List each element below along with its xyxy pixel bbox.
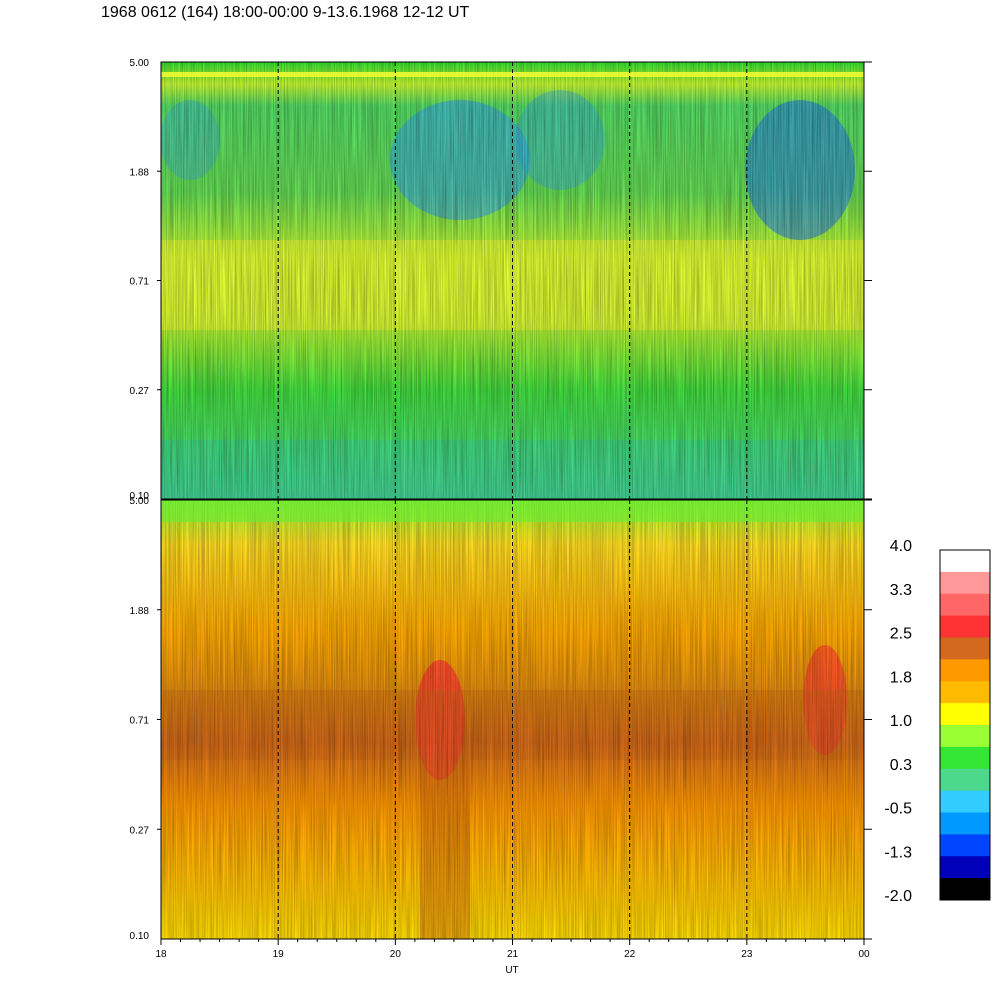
colorbar-label: -0.5 bbox=[884, 801, 912, 818]
colorbar-swatch bbox=[940, 615, 990, 638]
upper-y-tick-label: 0.71 bbox=[130, 277, 150, 288]
x-tick-label: 21 bbox=[507, 949, 519, 960]
x-axis-label: UT bbox=[505, 965, 518, 976]
colorbar-label: 4.0 bbox=[890, 538, 912, 555]
colorbar-label: 2.5 bbox=[890, 626, 912, 643]
colorbar-label: 1.8 bbox=[890, 669, 912, 686]
colorbar-label: 3.3 bbox=[890, 582, 912, 599]
colorbar-swatch bbox=[940, 812, 990, 835]
x-tick-label: 00 bbox=[858, 949, 870, 960]
x-tick-label: 19 bbox=[273, 949, 285, 960]
upper-y-tick-label: 0.10 bbox=[130, 491, 150, 502]
lower-y-tick-label: 5.00 bbox=[130, 496, 150, 507]
colorbar-swatch bbox=[940, 790, 990, 813]
lower-y-axis: 5.00 1.88 0.71 0.27 0.10 bbox=[130, 496, 872, 942]
x-tick-label: 20 bbox=[390, 949, 402, 960]
colorbar-swatch bbox=[940, 768, 990, 792]
colorbar-label: -2.0 bbox=[884, 888, 912, 905]
upper-hour-dividers bbox=[277, 62, 748, 499]
upper-y-tick-label: 1.88 bbox=[130, 167, 150, 178]
lower-y-tick-label: 0.10 bbox=[130, 931, 150, 942]
colorbar-frame bbox=[939, 549, 991, 901]
x-tick-label: 22 bbox=[624, 949, 636, 960]
upper-y-tick-label: 5.00 bbox=[130, 58, 150, 69]
colorbar-label: 1.0 bbox=[890, 713, 912, 730]
upper-y-axis: 5.00 1.88 0.71 0.27 0.10 bbox=[130, 58, 872, 502]
x-axis: 18 19 20 21 22 23 00 bbox=[155, 939, 870, 960]
x-tick-label: 23 bbox=[741, 949, 753, 960]
lower-panel bbox=[160, 499, 865, 940]
chart-title: 1968 0612 (164) 18:00-00:00 9-13.6.1968 … bbox=[101, 4, 470, 21]
x-tick-label: 18 bbox=[155, 949, 167, 960]
colorbar-swatch bbox=[940, 746, 990, 770]
colorbar-swatch bbox=[940, 550, 990, 573]
colorbar-swatch bbox=[940, 856, 990, 879]
colorbar-label: -1.3 bbox=[884, 844, 912, 861]
colorbar-label: 0.3 bbox=[890, 757, 912, 774]
lower-y-tick-label: 0.27 bbox=[130, 825, 150, 836]
colorbar-swatch bbox=[940, 637, 990, 660]
colorbar-swatch bbox=[940, 703, 990, 726]
colorbar-swatch bbox=[940, 571, 990, 595]
colorbar-swatch bbox=[940, 681, 990, 704]
lower-y-tick-label: 1.88 bbox=[130, 606, 150, 617]
colorbar-swatch bbox=[940, 878, 990, 901]
lower-y-tick-label: 0.71 bbox=[130, 716, 150, 727]
lower-hour-dividers bbox=[277, 500, 748, 939]
upper-y-tick-label: 0.27 bbox=[130, 386, 150, 397]
upper-panel bbox=[160, 61, 865, 500]
colorbar-swatch bbox=[940, 834, 990, 857]
colorbar: 4.0 3.3 2.5 1.8 1.0 0.3 -0.5 -1.3 -2.0 bbox=[884, 538, 991, 905]
upper-top-line bbox=[161, 72, 864, 77]
colorbar-swatch bbox=[940, 593, 990, 617]
colorbar-swatch bbox=[940, 659, 990, 682]
colorbar-swatch bbox=[940, 725, 990, 748]
